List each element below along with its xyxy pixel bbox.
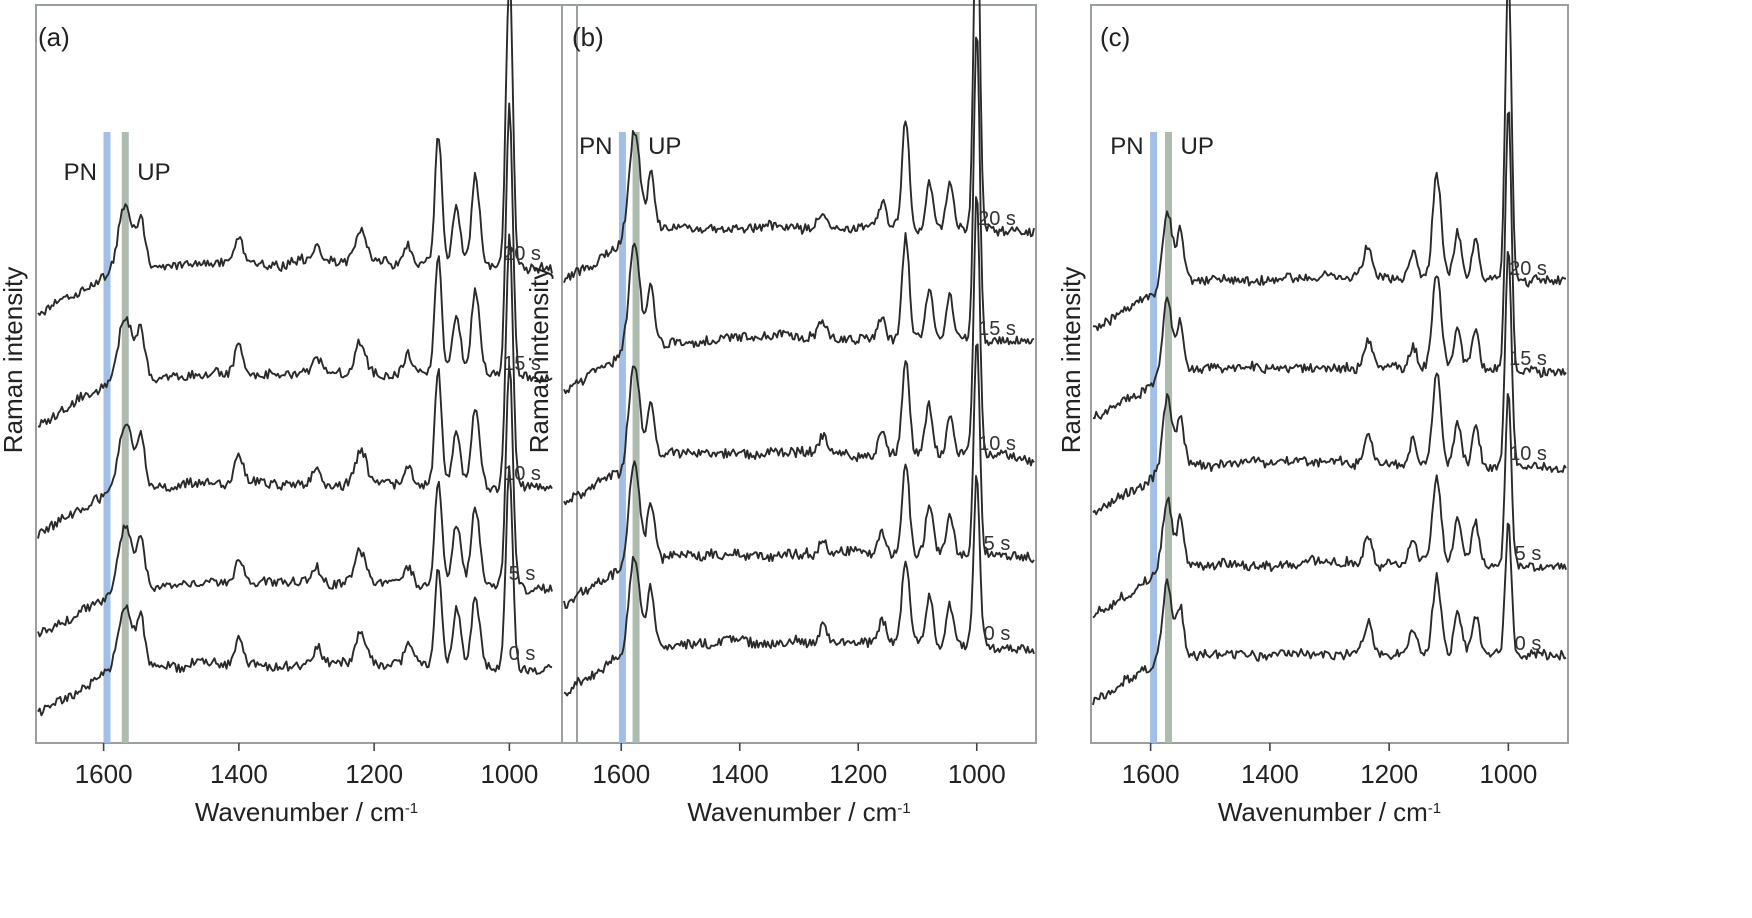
band-up [121, 132, 129, 743]
band-label-pn: PN [1110, 133, 1143, 160]
chart-panel-1: PN UP 0 s 5 s 10 s 15 s 20 s 1600 1400 1200 1000 Wa… [0, 0, 578, 827]
x-axis-label: Wavenumber / cm-1 [195, 797, 418, 827]
y-axis-label: Raman intensity [1056, 267, 1086, 453]
plot-frame [561, 4, 1037, 744]
x-tick-label: 1400 [711, 759, 769, 789]
x-tick-label: 1600 [1122, 759, 1180, 789]
time-label: 5 s [984, 533, 1011, 555]
x-tick-label: 1400 [210, 759, 268, 789]
spectrum-trace-5s [1092, 392, 1567, 619]
time-label: 0 s [509, 643, 536, 665]
x-tick-label: 1200 [1360, 759, 1418, 789]
time-label: 20 s [978, 208, 1016, 230]
spectrum-trace-0s [1092, 522, 1567, 706]
x-tick-label: 1000 [1479, 759, 1537, 789]
x-axis-label: Wavenumber / cm-1 [687, 797, 910, 827]
spectrum-trace-5s [37, 364, 553, 638]
spectrum-trace-10s [1092, 250, 1567, 516]
band-label-up: UP [137, 159, 170, 186]
time-label: 20 s [1509, 258, 1547, 280]
plot-frame [35, 4, 578, 744]
time-label: 10 s [503, 463, 541, 485]
band-label-pn: PN [64, 159, 97, 186]
x-tick-label: 1000 [480, 759, 538, 789]
spectrum-trace-5s [563, 343, 1035, 609]
y-axis-label: Raman intensity [524, 267, 554, 453]
band-pn [103, 132, 111, 743]
time-label: 15 s [503, 353, 541, 375]
spectrum-trace-20s [1092, 0, 1567, 332]
time-label: 5 s [1515, 543, 1542, 565]
spectrum-trace-10s [563, 196, 1035, 506]
time-label: 15 s [978, 318, 1016, 340]
chart-panel-2: PN UP 0 s 5 s 10 s 15 s 20 s 1600 1400 1200 1000 Wa… [524, 0, 1037, 827]
time-label: 20 s [503, 243, 541, 265]
x-tick-label: 1000 [948, 759, 1006, 789]
x-tick-label: 1600 [592, 759, 650, 789]
band-up [1165, 132, 1173, 743]
chart-panel-3: PN UP 0 s 5 s 10 s 15 s 20 s 1600 1400 1200 1000 Wa… [1056, 0, 1569, 827]
y-axis-label: Raman intensity [0, 267, 28, 453]
x-tick-label: 1600 [75, 759, 133, 789]
band-label-up: UP [648, 133, 681, 160]
spectrum-trace-10s [37, 233, 553, 539]
time-label: 15 s [1509, 348, 1547, 370]
x-axis-label: Wavenumber / cm-1 [1218, 797, 1441, 827]
x-tick-label: 1400 [1241, 759, 1299, 789]
time-label: 0 s [1515, 633, 1542, 655]
spectrum-trace-15s [37, 102, 553, 428]
band-label-pn: PN [579, 133, 612, 160]
spectrum-trace-0s [563, 474, 1035, 697]
spectrum-trace-15s [1092, 111, 1567, 420]
time-label: 0 s [984, 623, 1011, 645]
time-label: 10 s [1509, 443, 1547, 465]
band-pn [618, 132, 626, 743]
spectrum-trace-15s [563, 36, 1035, 395]
band-up [632, 132, 640, 743]
spectrum-trace-20s [563, 0, 1035, 284]
spectrum-trace-0s [37, 465, 553, 717]
plot-frame [1090, 4, 1569, 744]
spectrum-trace-20s [37, 0, 553, 316]
band-pn [1150, 132, 1158, 743]
x-tick-label: 1200 [829, 759, 887, 789]
band-label-up: UP [1181, 133, 1214, 160]
time-label: 5 s [509, 563, 536, 585]
panel-label: (a) [38, 22, 70, 52]
panel-label: (b) [572, 22, 604, 52]
x-tick-label: 1200 [345, 759, 403, 789]
time-label: 10 s [978, 433, 1016, 455]
panel-label: (c) [1100, 22, 1130, 52]
